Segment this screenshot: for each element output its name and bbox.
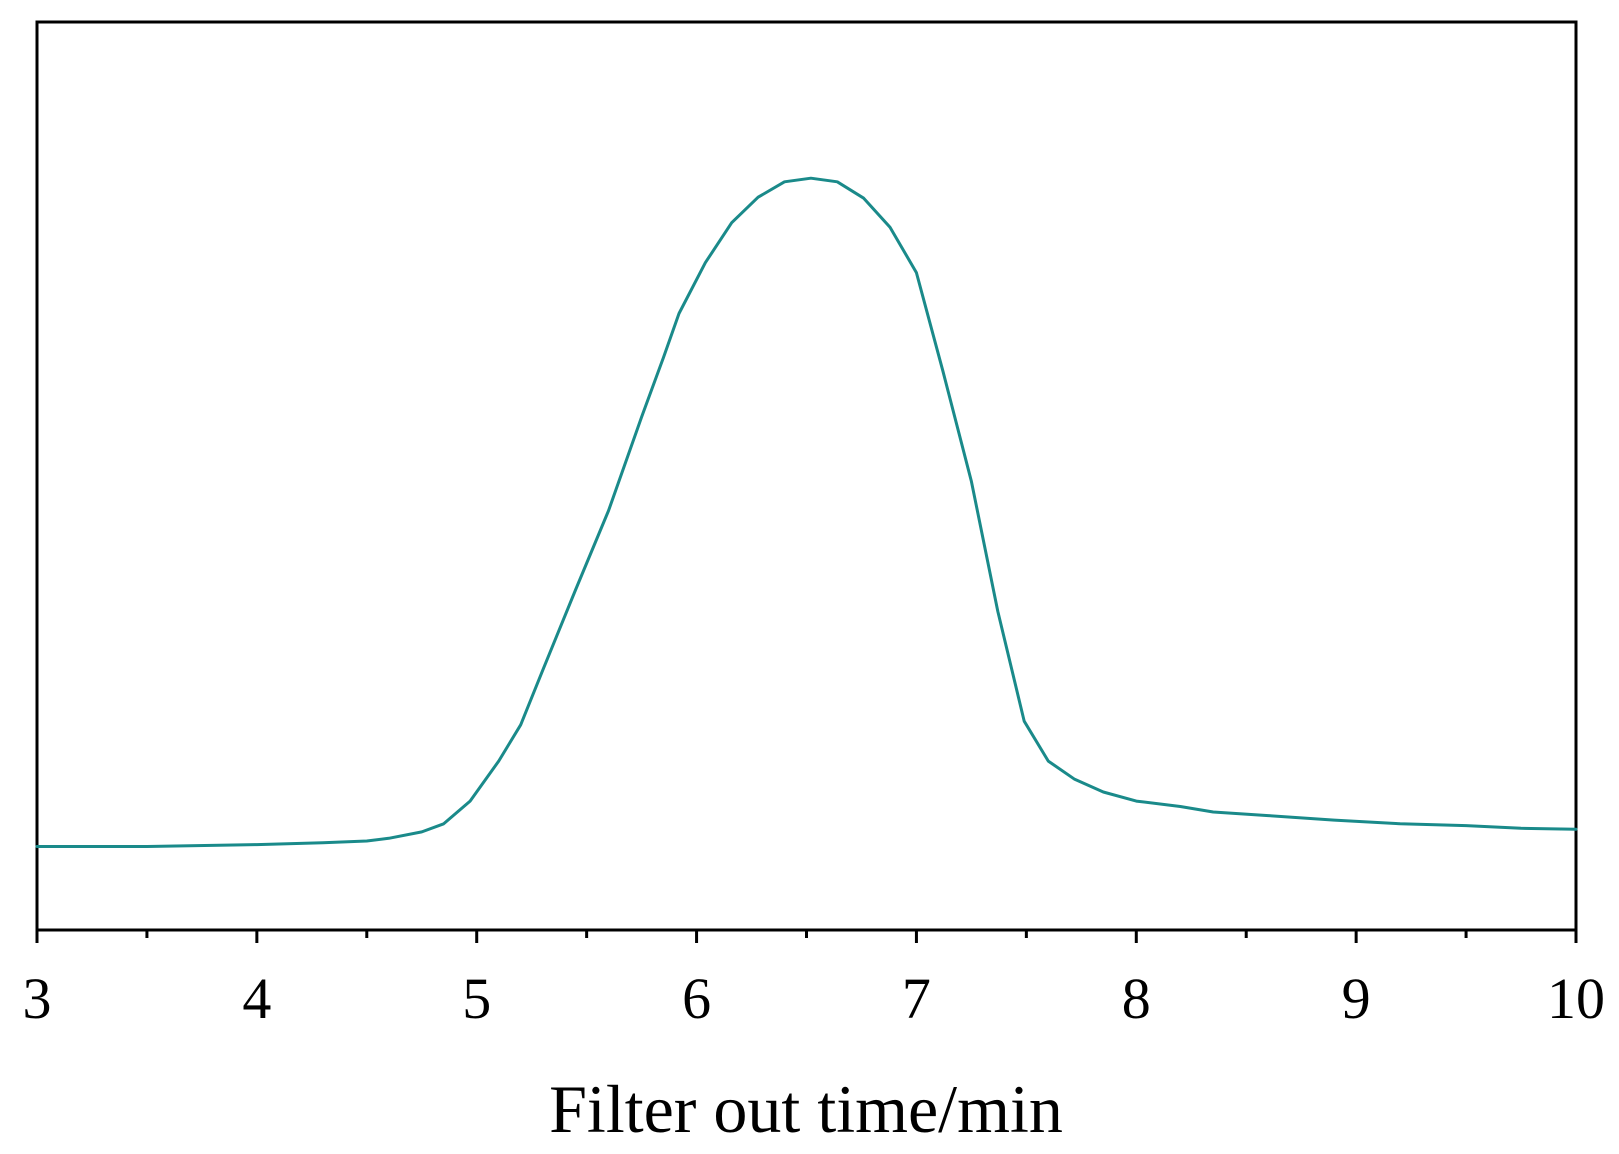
x-tick-labels: 3 4 5 6 7 8 9 10 [23,966,1606,1031]
x-tick-label: 7 [902,966,931,1031]
x-minor-ticks [145,930,1468,938]
x-tick-label: 8 [1122,966,1151,1031]
x-tick-label: 3 [23,966,52,1031]
x-axis-title: Filter out time/min [549,1071,1063,1147]
series-line [35,176,1578,848]
plot-frame [35,20,1578,932]
x-tick-label: 5 [462,966,491,1031]
x-tick-label: 10 [1547,966,1605,1031]
x-tick-label: 6 [682,966,711,1031]
x-tick-label: 9 [1342,966,1371,1031]
x-major-ticks [35,930,1578,943]
x-tick-label: 4 [242,966,271,1031]
